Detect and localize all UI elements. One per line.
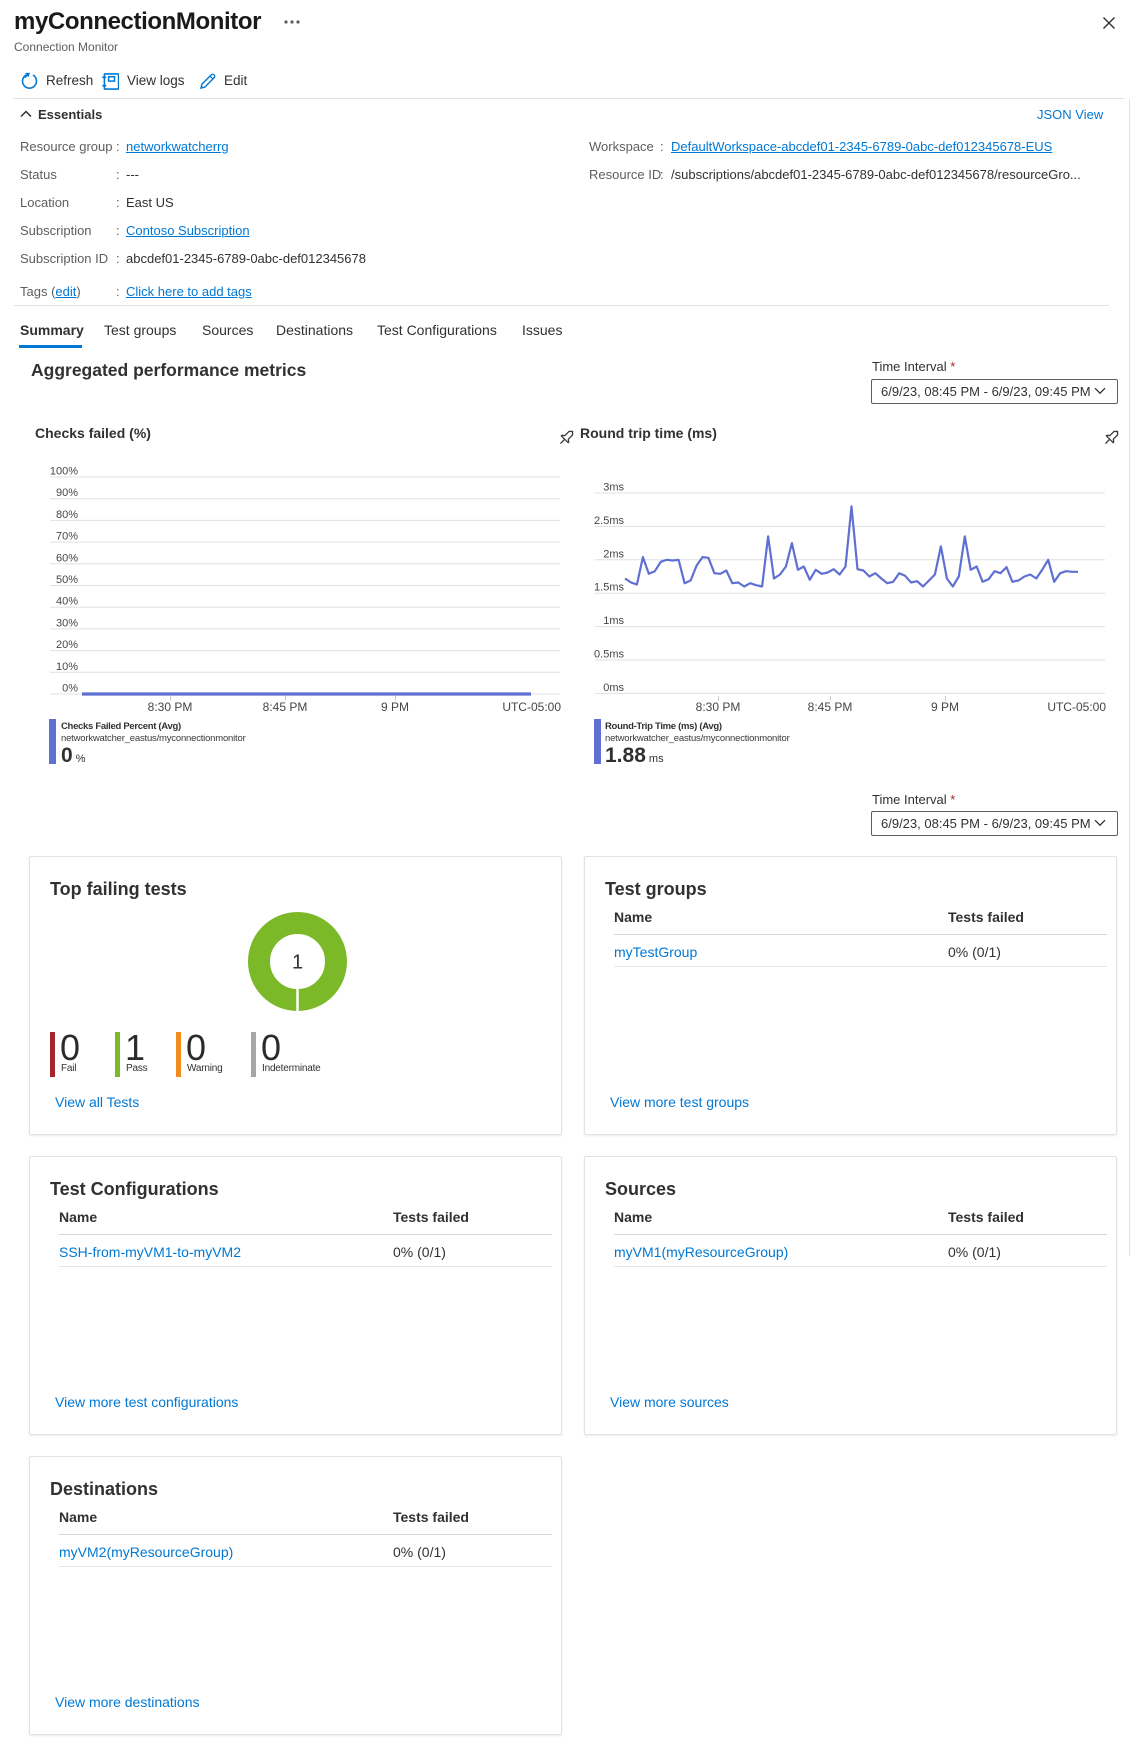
svg-text:2.5ms: 2.5ms — [594, 515, 624, 527]
svg-text:8:30 PM: 8:30 PM — [696, 700, 741, 714]
svg-text:3ms: 3ms — [603, 482, 624, 494]
svg-text:0%: 0% — [62, 683, 78, 695]
svg-text:9 PM: 9 PM — [381, 700, 409, 714]
svg-text:1ms: 1ms — [603, 615, 624, 627]
svg-text:10%: 10% — [56, 661, 78, 673]
svg-text:UTC-05:00: UTC-05:00 — [502, 700, 561, 714]
svg-text:1: 1 — [292, 952, 303, 974]
svg-text:8:45 PM: 8:45 PM — [808, 700, 853, 714]
svg-text:50%: 50% — [56, 574, 78, 586]
svg-text:80%: 80% — [56, 509, 78, 521]
svg-text:30%: 30% — [56, 617, 78, 629]
svg-text:20%: 20% — [56, 639, 78, 651]
svg-text:0.5ms: 0.5ms — [594, 649, 624, 661]
svg-text:8:30 PM: 8:30 PM — [148, 700, 193, 714]
svg-text:90%: 90% — [56, 487, 78, 499]
svg-text:8:45 PM: 8:45 PM — [263, 700, 308, 714]
svg-text:2ms: 2ms — [603, 548, 624, 560]
svg-text:0ms: 0ms — [603, 682, 624, 694]
svg-text:100%: 100% — [50, 466, 78, 478]
svg-text:70%: 70% — [56, 531, 78, 543]
svg-text:9 PM: 9 PM — [931, 700, 959, 714]
svg-text:1.5ms: 1.5ms — [594, 582, 624, 594]
svg-text:UTC-05:00: UTC-05:00 — [1047, 700, 1106, 714]
svg-text:60%: 60% — [56, 552, 78, 564]
svg-text:40%: 40% — [56, 596, 78, 608]
